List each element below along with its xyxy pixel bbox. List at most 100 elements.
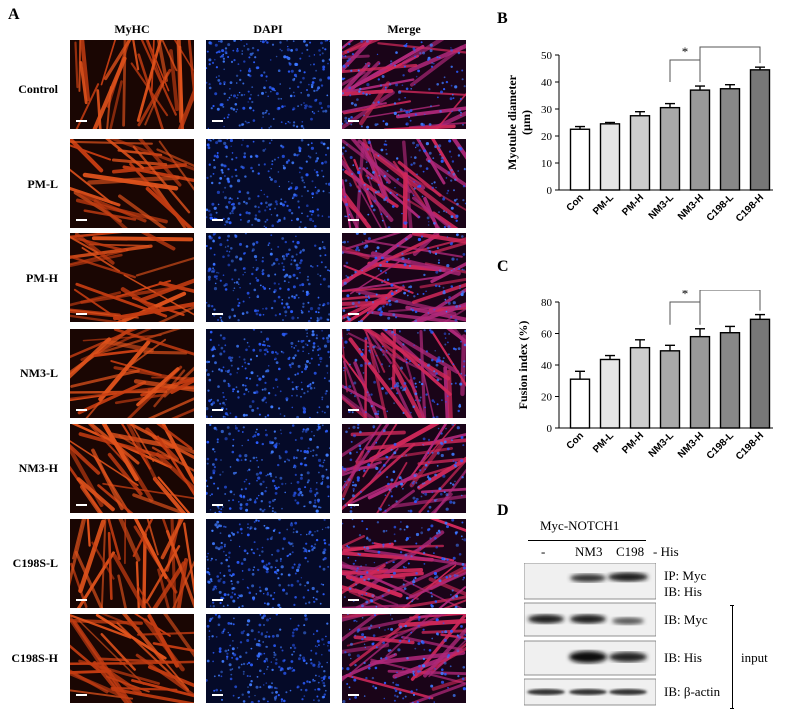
significance-star: * xyxy=(682,44,689,59)
micrograph-merge xyxy=(342,424,466,513)
significance-bracket xyxy=(699,290,761,311)
micrograph-merge xyxy=(342,40,466,129)
bar xyxy=(629,115,651,191)
row-label-nm3-h: NM3-H xyxy=(18,461,58,475)
row-label-pm-l: PM-L xyxy=(27,177,58,191)
column-header-myhc: MyHC xyxy=(114,22,150,36)
construct-label: Myc-NOTCH1 xyxy=(540,518,620,533)
bar xyxy=(689,89,711,191)
scale-bar xyxy=(348,504,359,506)
bar xyxy=(749,318,771,429)
row-label-pm-h: PM-H xyxy=(26,271,58,285)
micrograph-merge xyxy=(342,139,466,228)
scale-bar xyxy=(212,504,223,506)
scale-bar xyxy=(212,599,223,601)
scale-bar xyxy=(76,599,87,601)
column-header-merge: Merge xyxy=(387,22,421,36)
micrograph-myhc xyxy=(70,329,194,418)
construct-underline xyxy=(528,540,646,541)
significance-star: * xyxy=(682,290,689,301)
bar xyxy=(569,378,591,429)
y-tick-label: 0 xyxy=(547,185,553,197)
row-label-c198s-l: C198S-L xyxy=(12,556,58,570)
micrograph-merge xyxy=(342,519,466,608)
blot-band xyxy=(570,614,606,624)
x-tick-label: NM3-L xyxy=(647,192,676,221)
lane-label-nm3: NM3 xyxy=(575,544,603,559)
bar xyxy=(569,128,591,191)
x-tick-label: C198-H xyxy=(734,430,766,462)
bar xyxy=(629,346,651,429)
blot-label-ib-myc: IB: Myc xyxy=(664,612,708,627)
significance-bracket xyxy=(669,59,701,83)
bar xyxy=(659,106,681,191)
row-label-control: Control xyxy=(18,82,58,96)
blot-band xyxy=(569,689,607,695)
panel-b-letter: B xyxy=(497,10,508,27)
micrograph-dapi xyxy=(206,424,330,513)
x-tick-label: PM-H xyxy=(620,430,646,456)
micrograph-myhc xyxy=(70,614,194,703)
scale-bar xyxy=(212,694,223,696)
y-tick-label: 10 xyxy=(541,158,553,170)
micrograph-merge xyxy=(342,614,466,703)
y-tick-label: 40 xyxy=(541,360,553,372)
y-tick-label: 20 xyxy=(541,392,553,404)
bar xyxy=(599,358,621,429)
y-tick-label: 0 xyxy=(547,423,553,435)
bar xyxy=(749,69,771,191)
input-label: input xyxy=(741,650,768,665)
micrograph-myhc xyxy=(70,424,194,513)
row-label-c198s-h: C198S-H xyxy=(11,651,58,665)
significance-star: * xyxy=(727,40,734,46)
x-tick-label: PM-L xyxy=(591,430,616,455)
scale-bar xyxy=(348,694,359,696)
scale-bar xyxy=(76,694,87,696)
blot-band xyxy=(609,652,647,662)
y-tick-label: 80 xyxy=(541,297,553,309)
scale-bar xyxy=(76,313,87,315)
significance-bracket xyxy=(669,301,701,325)
y-axis-label: (µm) xyxy=(519,110,533,135)
panel-c-letter: C xyxy=(497,258,509,275)
blot-label-ib-actin: IB: β-actin xyxy=(664,684,721,699)
blot-band xyxy=(527,689,565,695)
significance-bracket xyxy=(699,46,761,64)
scale-bar xyxy=(76,504,87,506)
panel-d-letter: D xyxy=(497,502,509,519)
micrograph-dapi xyxy=(206,139,330,228)
micrograph-merge xyxy=(342,233,466,322)
blot-band xyxy=(569,651,607,663)
x-tick-label: C198-L xyxy=(705,430,736,461)
row-label-nm3-l: NM3-L xyxy=(20,366,58,380)
input-bracket-tick xyxy=(730,708,734,709)
scale-bar xyxy=(212,120,223,122)
x-tick-label: NM3-L xyxy=(647,430,676,459)
micrograph-dapi xyxy=(206,614,330,703)
blot-band xyxy=(570,574,606,582)
y-axis-label: Myotube diameter xyxy=(505,74,519,170)
y-tick-label: 30 xyxy=(541,104,553,116)
scale-bar xyxy=(76,219,87,221)
x-tick-label: C198-L xyxy=(705,192,736,223)
panel-a-letter: A xyxy=(8,6,20,23)
micrograph-merge xyxy=(342,329,466,418)
y-tick-label: 40 xyxy=(541,77,553,89)
x-tick-label: PM-L xyxy=(591,192,616,217)
column-header-dapi: DAPI xyxy=(253,22,283,36)
micrograph-dapi xyxy=(206,519,330,608)
x-tick-label: PM-H xyxy=(620,192,646,218)
western-blot-strips xyxy=(524,563,656,706)
micrograph-dapi xyxy=(206,233,330,322)
myotube-diameter-chart: 0 10 20 30 40 50 Myotube diameter (µm) Con PM-L PM… xyxy=(505,40,773,224)
lane-label-empty: - xyxy=(541,544,546,559)
x-tick-label: Con xyxy=(565,192,587,214)
blot-label-ib-his-1: IB: His xyxy=(664,584,702,599)
scale-bar xyxy=(348,599,359,601)
y-tick-label: 50 xyxy=(541,50,553,62)
lane-label-c198: C198 xyxy=(616,544,645,559)
input-bracket-line xyxy=(732,605,733,709)
y-axis-label: Fusion index (%) xyxy=(516,321,530,410)
bar xyxy=(719,332,741,429)
